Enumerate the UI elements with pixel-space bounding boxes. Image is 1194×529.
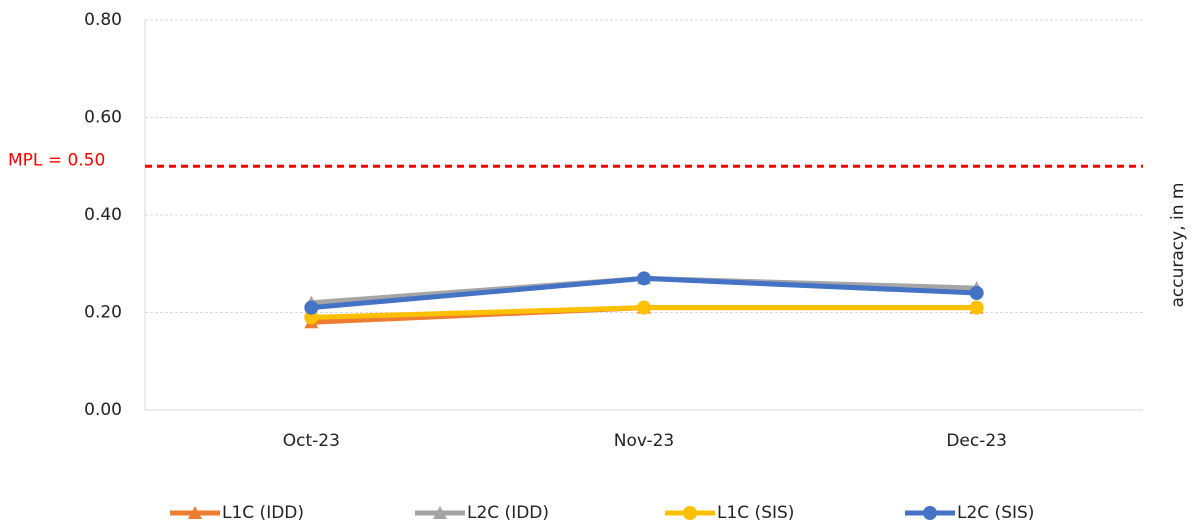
legend-label: L2C (IDD) [467, 503, 549, 523]
y-tick-label: 0.20 [84, 303, 122, 323]
y-tick-label: 0.80 [84, 10, 122, 30]
legend-marker [683, 506, 697, 520]
y-tick-label: 0.00 [84, 400, 122, 420]
x-tick-label: Dec-23 [946, 431, 1007, 451]
marker [969, 300, 984, 315]
legend-marker [923, 506, 937, 520]
y-tick-label: 0.40 [84, 205, 122, 225]
legend-marker [433, 506, 447, 519]
marker [304, 300, 319, 315]
x-tick-label: Oct-23 [283, 431, 340, 451]
marker [637, 300, 651, 315]
legend-label: L1C (IDD) [222, 503, 304, 523]
legend-marker [188, 506, 202, 519]
legend-label: L2C (SIS) [957, 503, 1034, 523]
marker [969, 286, 984, 300]
marker [304, 310, 319, 325]
y-tick-label: 0.60 [84, 108, 122, 128]
marker [637, 271, 651, 286]
x-tick-label: Nov-23 [614, 431, 675, 451]
legend-label: L1C (SIS) [717, 503, 794, 523]
y-axis-label: accuracy, in m [1168, 183, 1188, 308]
threshold-label: MPL = 0.50 [8, 150, 105, 170]
